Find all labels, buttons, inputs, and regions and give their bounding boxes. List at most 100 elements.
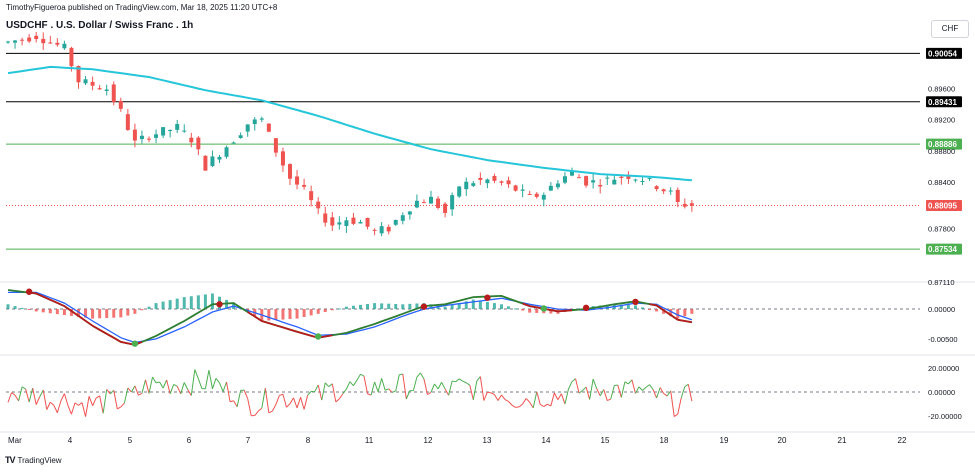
oscillator-segment [522,398,527,405]
oscillator-segment [444,388,450,396]
oscillator-segment [399,373,403,376]
oscillator-segment [166,379,171,394]
oscillator-segment [557,393,562,401]
candle-body [386,226,391,232]
tradingview-logo[interactable]: TV TradingView [5,455,62,465]
candle-body [393,220,398,225]
histogram-bar [225,299,229,310]
candle-body [400,215,405,221]
histogram-bar [126,309,130,316]
oscillator-segment [257,407,263,412]
price-level-tag: 0.90054 [926,47,962,59]
candle [478,172,483,185]
oscillator-segment [462,380,467,384]
oscillator-segment [476,376,481,382]
candle [584,175,589,188]
currency-selector[interactable]: CHF [931,20,969,38]
oscillator-segment [402,373,407,400]
oscillator-segment [543,403,548,407]
time-axis-tick: Mar [8,436,22,445]
candle [175,119,180,134]
oscillator-segment [518,403,523,408]
candle [471,180,476,187]
oscillator-segment [18,386,23,402]
time-axis-tick: 11 [365,436,374,445]
histogram-bar [119,309,123,318]
histogram-bar [648,309,652,311]
candle-body [48,42,53,44]
histogram-bar [408,303,412,310]
candle [520,184,525,198]
oscillator-segment [497,394,502,401]
histogram-bar [69,309,73,316]
candle [182,124,187,133]
oscillator-segment [677,397,682,415]
candle-body [238,135,243,138]
oscillator-segment [70,402,76,415]
tradingview-logo-icon: TV [5,455,15,465]
oscillator-segment [479,376,485,401]
oscillator-segment [226,381,231,402]
histogram-bar [492,303,496,310]
histogram-bar [521,309,525,311]
candle [619,174,624,185]
oscillator-segment [183,382,189,390]
candle-body [555,183,560,188]
oscillator-segment [222,381,228,392]
candle-body [168,129,173,131]
histogram-bar [267,309,271,321]
candle [379,221,384,237]
histogram-bar [196,295,200,310]
candle [499,180,504,186]
oscillator-segment [247,398,252,416]
candle-body [506,180,511,185]
oscillator-segment [190,369,196,396]
oscillator-segment [14,394,19,402]
time-axis-tick: 20 [778,436,787,445]
oscillator-segment [282,394,287,408]
candle [231,141,236,144]
oscillator-segment [649,384,654,390]
candle-body [612,179,617,185]
candle [372,228,377,236]
candle-body [591,180,596,183]
histogram-bar [373,303,377,310]
oscillator-segment [317,384,323,401]
histogram-bar [133,309,137,314]
histogram-bar [387,303,391,310]
candle [591,173,596,189]
candle [125,108,130,131]
oscillator-segment [286,403,291,408]
candle-body [217,156,222,160]
candle [323,206,328,227]
candle-body [90,81,95,86]
oscillator-segment [455,378,460,383]
candle [252,117,257,131]
candle-body [252,119,257,125]
candle-body [429,196,433,204]
candle [196,136,201,156]
candle-body [358,221,363,224]
price-level-tag-bg [926,138,962,150]
candle-body [203,155,208,171]
cross-marker [315,333,322,340]
oscillator-segment [501,394,506,400]
candle-body [562,176,567,183]
oscillator-segment [494,394,499,401]
histogram-bar [359,304,362,310]
histogram-bar [619,304,623,310]
histogram-bar [464,301,468,310]
oscillator-segment [511,404,516,408]
candle-body [139,135,144,140]
time-axis-tick: 21 [838,436,847,445]
oscillator-segment [56,400,62,413]
candle [393,219,398,226]
oscillator-segment [95,395,100,399]
oscillator-segment [261,388,266,409]
tradingview-logo-text: TradingView [17,455,62,465]
cross-marker [582,304,590,312]
candle [259,116,264,123]
histogram-bar [281,309,285,320]
candle-body [626,175,631,179]
